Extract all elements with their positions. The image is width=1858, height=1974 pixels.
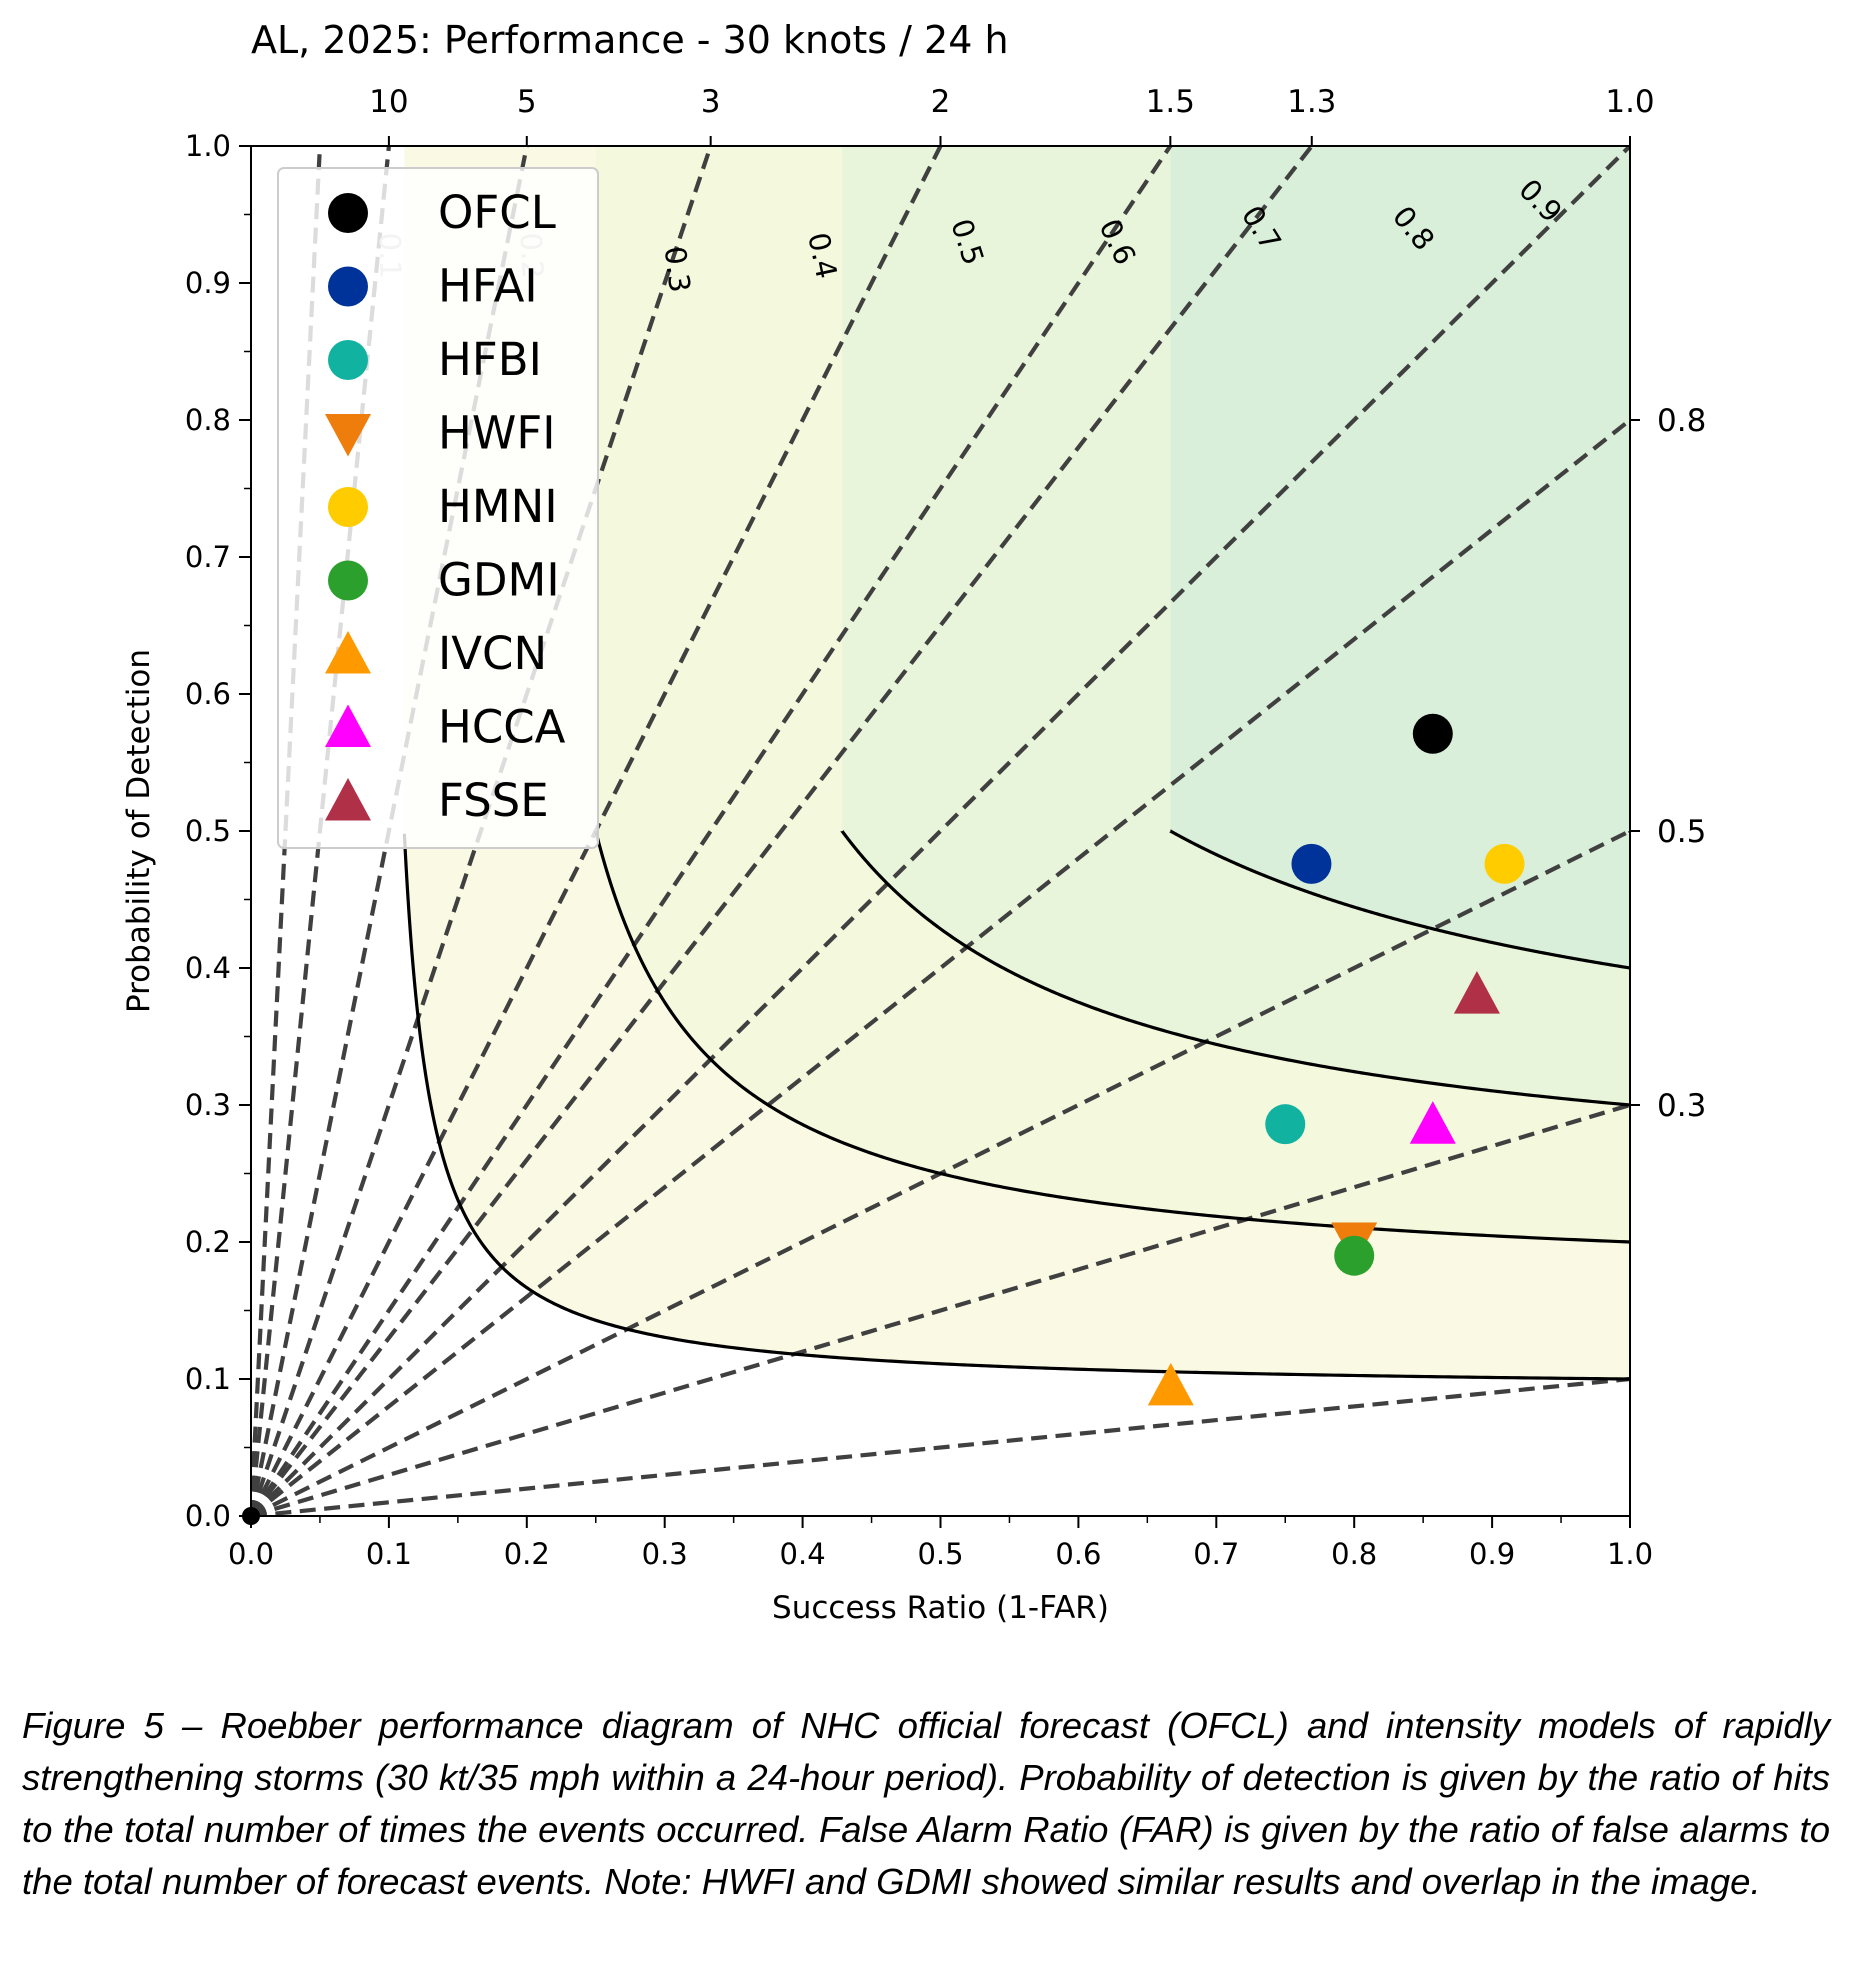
- marker-hfbi: [328, 340, 368, 380]
- legend-label-hmni: HMNI: [438, 480, 558, 533]
- bias-line: [251, 146, 1630, 1516]
- marker-gdmi: [328, 560, 368, 601]
- marker-hcca: [1409, 1101, 1456, 1144]
- x-tick-label: 0.0: [228, 1537, 274, 1571]
- performance-diagram: AL, 2025: Performance - 30 knots / 24 h …: [121, 18, 1706, 1626]
- x-tick-label: 0.7: [1193, 1537, 1239, 1571]
- legend-label-hcca: HCCA: [438, 701, 566, 754]
- x-tick-label: 1.0: [1607, 1537, 1653, 1571]
- csi-band-4: [1170, 146, 1630, 968]
- y-tick-label: 0.6: [185, 677, 231, 711]
- y-tick-label: 0.1: [185, 1362, 231, 1396]
- legend-label-ofcl: OFCL: [438, 186, 556, 239]
- x-tick-label: 0.2: [504, 1537, 550, 1571]
- bias-line: [251, 146, 1173, 1516]
- bias-label-top: 1.5: [1146, 84, 1195, 120]
- csi-contour: [1169, 829, 1630, 970]
- x-axis-label: Success Ratio (1-FAR): [772, 1590, 1109, 1626]
- marker-gdmi: [1334, 1235, 1375, 1276]
- marker-ivcn: [325, 631, 371, 674]
- bias-line: [251, 1102, 1630, 1516]
- csi-contour: [1629, 420, 1630, 422]
- legend-box: [277, 167, 599, 849]
- y-tick-label: 0.0: [185, 1499, 231, 1533]
- csi-contour: [840, 830, 1630, 1107]
- x-tick-label: 0.9: [1469, 1537, 1515, 1571]
- marker-ofcl: [1412, 713, 1453, 754]
- csi-contour: [594, 830, 1630, 1244]
- marker-hfai: [1291, 843, 1332, 884]
- x-tick-label: 0.1: [366, 1537, 412, 1571]
- csi-contour: [1629, 694, 1630, 696]
- bias-label-right: 0.5: [1657, 814, 1706, 850]
- x-tick-label: 0.8: [1331, 1537, 1377, 1571]
- y-tick-label: 0.4: [185, 951, 231, 985]
- figure-caption: Figure 5 – Roebber performance diagram o…: [22, 1705, 1830, 1902]
- x-tick-label: 0.5: [917, 1537, 963, 1571]
- y-tick-label: 0.8: [185, 403, 231, 437]
- marker-hfai: [328, 266, 368, 307]
- y-tick-label: 0.2: [185, 1225, 231, 1259]
- marker-hfbi: [1265, 1104, 1306, 1145]
- chart-title: AL, 2025: Performance - 30 knots / 24 h: [251, 18, 1009, 62]
- bias-label-right: 0.3: [1657, 1088, 1706, 1124]
- legend-label-hfbi: HFBI: [438, 333, 542, 386]
- legend-label-ivcn: IVCN: [438, 627, 547, 680]
- marker-ivcn: [1147, 1362, 1194, 1406]
- legend-label-gdmi: GDMI: [438, 554, 560, 607]
- origin-point: [242, 1507, 260, 1525]
- bias-label-top: 5: [517, 84, 537, 120]
- marker-fsse: [325, 778, 371, 821]
- y-tick-label: 1.0: [185, 129, 231, 163]
- legend-label-fsse: FSSE: [438, 774, 549, 827]
- y-tick-label: 0.7: [185, 540, 231, 574]
- bias-label-top: 3: [701, 84, 721, 120]
- marker-ofcl: [328, 193, 368, 233]
- x-tick-label: 0.3: [642, 1537, 688, 1571]
- legend-label-hwfi: HWFI: [438, 407, 556, 460]
- bias-line: [251, 1376, 1630, 1516]
- bias-label-top: 1.0: [1605, 84, 1654, 120]
- x-tick-label: 0.6: [1055, 1537, 1101, 1571]
- bias-label-top: 2: [931, 84, 951, 120]
- bias-label-top: 1.3: [1287, 84, 1336, 120]
- legend-label-hfai: HFAI: [438, 260, 538, 313]
- marker-fsse: [1453, 971, 1500, 1014]
- y-tick-label: 0.9: [185, 266, 231, 300]
- legend: OFCL HFAI HFBI HWFI HMNI GDMI IVCN HCCA FSSE: [277, 167, 599, 849]
- marker-hmni: [328, 487, 368, 527]
- csi-contour: [1629, 557, 1630, 559]
- csi-contour: [1629, 283, 1630, 285]
- marker-hcca: [325, 704, 371, 748]
- y-tick-label: 0.5: [185, 814, 231, 848]
- bias-line: [251, 146, 1315, 1516]
- csi-contour-label: 0.3: [658, 244, 697, 294]
- marker-hmni: [1484, 843, 1525, 884]
- y-tick-label: 0.3: [185, 1088, 231, 1122]
- x-tick-label: 0.4: [780, 1537, 826, 1571]
- marker-hwfi: [325, 413, 371, 457]
- csi-contour: [402, 833, 1630, 1381]
- bias-label-top: 10: [369, 84, 408, 120]
- y-axis-label: Probability of Detection: [121, 649, 157, 1013]
- bias-label-right: 0.8: [1657, 403, 1706, 439]
